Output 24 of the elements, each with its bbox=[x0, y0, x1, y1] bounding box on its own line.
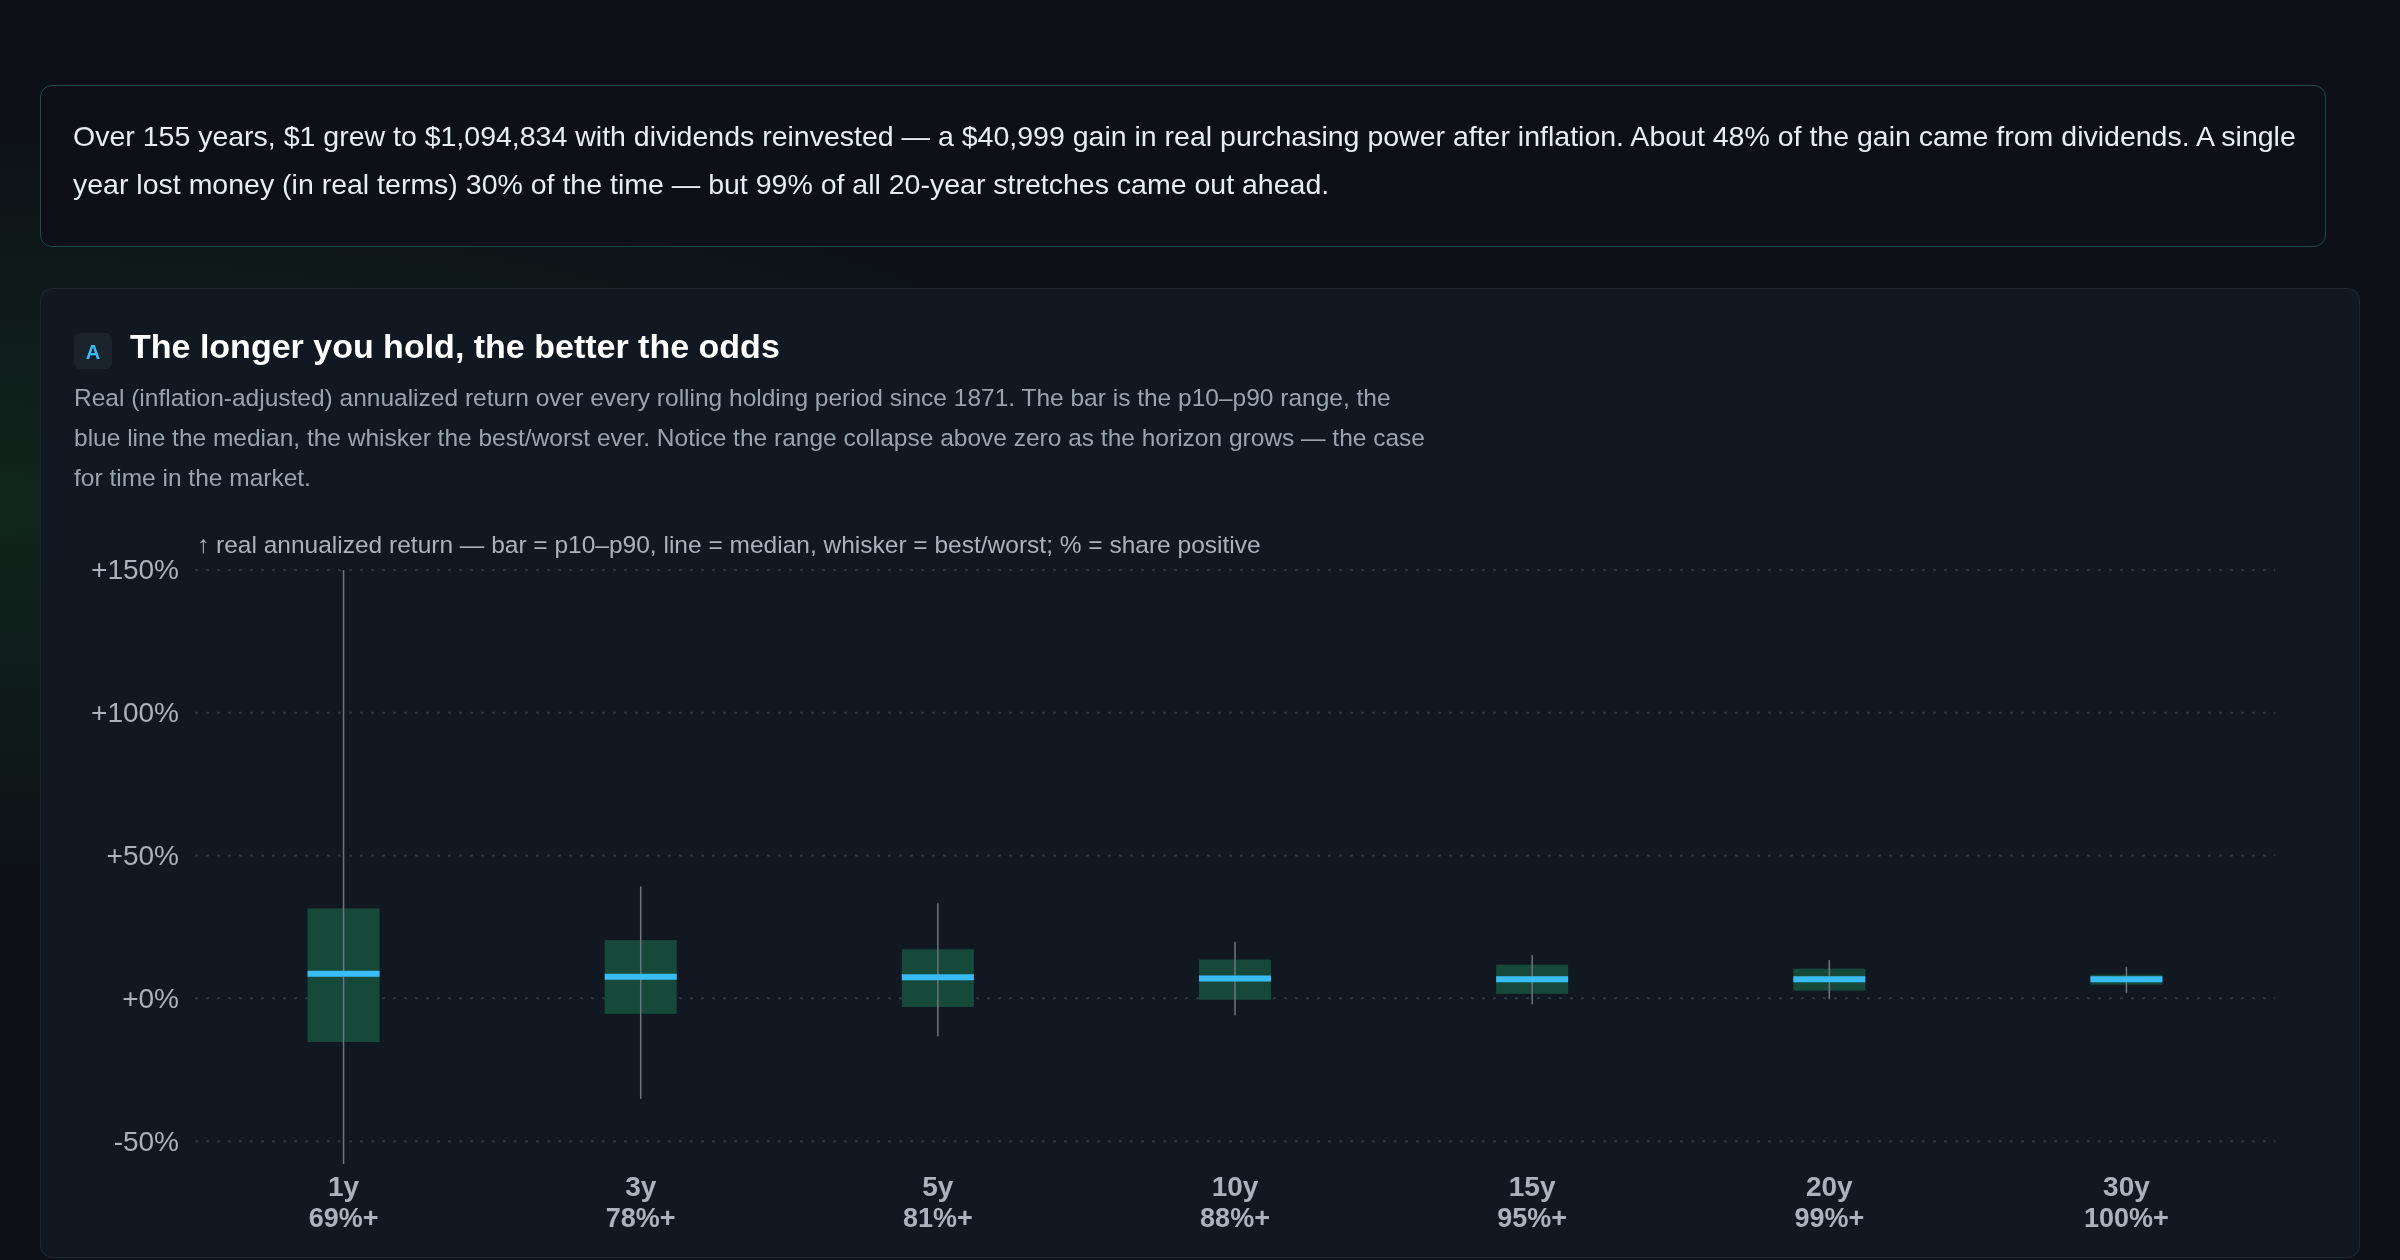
x-tick-label: 15y bbox=[1508, 1170, 1556, 1202]
text: 78%+ bbox=[605, 1203, 676, 1233]
letter-badge: A bbox=[74, 333, 112, 369]
text: 95%+ bbox=[1497, 1203, 1568, 1233]
x-tick-label: 10y bbox=[1211, 1170, 1259, 1202]
text: 99%+ bbox=[1794, 1203, 1865, 1233]
text: 100%+ bbox=[2084, 1203, 2169, 1233]
text: 81%+ bbox=[902, 1203, 973, 1233]
x-tick-label: 20y bbox=[1805, 1170, 1854, 1202]
y-tick-label: +100% bbox=[91, 697, 179, 729]
y-tick-label: +150% bbox=[91, 554, 179, 586]
text: 69%+ bbox=[308, 1203, 379, 1233]
y-tick-label: +50% bbox=[106, 840, 179, 872]
x-tick-label: 3y bbox=[625, 1170, 657, 1202]
y-axis-title: ↑ real annualized return — bar = p10–p90, line = median, whisker = best/worst; % = share positive bbox=[197, 531, 1261, 558]
y-tick-label: -50% bbox=[113, 1125, 179, 1157]
chart-subtitle: Real (inflation-adjusted) annualized return over every rolling holding period since 1871. The bar is the p10–p90 range, the blue line the median, the whisker the best/worst ever. Notice the range collapse above zero as the horizon grows — the case for time in the market. bbox=[74, 384, 1425, 491]
x-tick-label: 1y bbox=[327, 1170, 360, 1202]
text: 88%+ bbox=[1200, 1203, 1270, 1233]
text: Over 155 years, $1 grew to $1,094,834 with dividends reinvested — a $40,999 gain in real purchasing power after inflation. About 48% of the gain came from dividends. A single year lost money (in real terms) 30% of the time — but 99% of all 20-year stretches came out ahead. bbox=[40, 85, 2326, 247]
x-tick-label: 30y bbox=[2103, 1170, 2151, 1202]
x-tick-label: 5y bbox=[922, 1170, 954, 1202]
y-tick-label: +0% bbox=[122, 982, 179, 1014]
chart-title: The longer you hold, the better the odds bbox=[130, 327, 780, 365]
